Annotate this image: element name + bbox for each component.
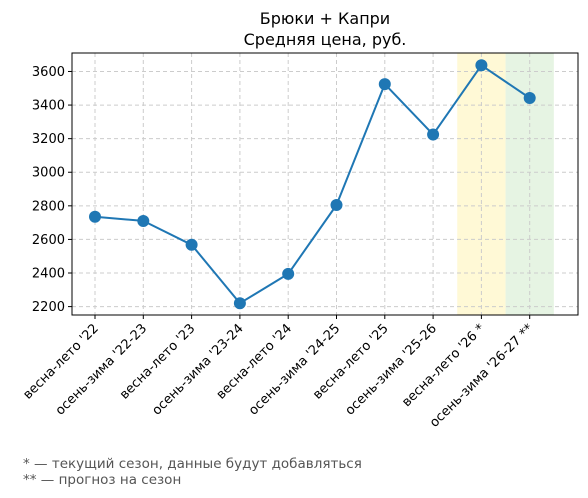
data-point [330,198,343,211]
data-point [427,128,440,141]
y-tick-label: 3200 [32,132,65,147]
y-tick-label: 2400 [32,267,65,282]
y-tick-label: 2200 [32,300,65,315]
grid-lines [72,53,578,315]
series-line [89,59,536,310]
x-tick-label: весна-лето '26 * [399,321,488,410]
data-point [137,214,150,227]
footnote-current-season: * — текущий сезон, данные будут добавлят… [23,456,362,472]
data-point [233,297,246,310]
series-polyline [94,64,531,305]
highlight-bands [457,53,554,315]
x-tick-label: осень-зима '25-26 [343,321,440,418]
y-tick-label: 2600 [32,233,65,248]
chart-subtitle: Средняя цена, руб. [244,30,407,49]
data-point [523,92,536,105]
y-tick-label: 3000 [32,166,65,181]
x-tick-label: осень-зима '22-23 [53,321,150,418]
chart-title: Брюки + Капри [260,9,390,28]
y-tick-label: 3400 [32,99,65,114]
plot-frame [71,52,579,316]
data-point [89,210,101,223]
x-tick-label: осень-зима '23-24 [149,321,246,418]
footnote-forecast: ** — прогноз на сезон [23,472,182,488]
y-tick-label: 3600 [32,65,65,80]
data-point [378,78,391,91]
data-point [475,59,488,72]
x-tick-label: осень-зима '24-25 [246,321,343,418]
data-point [185,238,198,251]
data-point [282,267,295,280]
y-tick-label: 2800 [32,199,65,214]
highlight-band-1 [457,53,506,315]
